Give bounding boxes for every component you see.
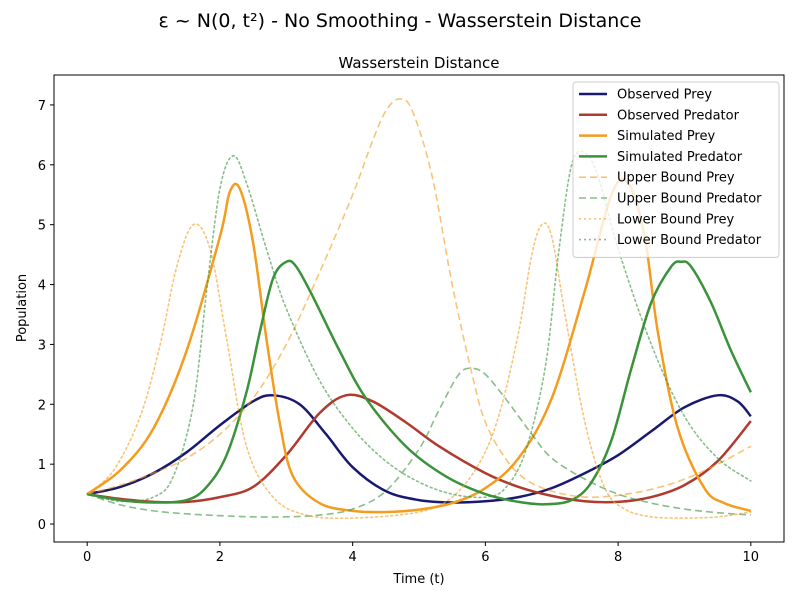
plot-lines — [86, 98, 752, 520]
y-tick-label: 3 — [38, 338, 46, 353]
y-tick-label: 6 — [38, 159, 46, 174]
y-tick-label: 5 — [38, 219, 46, 234]
y-tick-label: 2 — [38, 398, 46, 413]
legend-label: Observed Prey — [617, 88, 712, 103]
figure-suptitle: ε ~ N(0, t²) - No Smoothing - Wasserstei… — [158, 10, 642, 32]
legend-label: Observed Predator — [617, 108, 740, 123]
series-line-observed-prey — [86, 393, 752, 504]
legend-label: Upper Bound Predator — [617, 192, 762, 207]
y-tick-label: 1 — [38, 458, 46, 473]
series-line-lower-bound-prey — [86, 222, 752, 520]
chart-title: Wasserstein Distance — [338, 54, 499, 72]
x-axis-label: Time (t) — [392, 572, 444, 587]
x-tick-label: 10 — [743, 550, 760, 565]
x-tick-label: 4 — [348, 550, 356, 565]
series-line-lower-bound-predator — [86, 150, 752, 503]
x-tick-label: 8 — [614, 550, 622, 565]
y-tick-label: 0 — [38, 518, 46, 533]
y-axis: 0 1 2 3 4 5 6 7 — [38, 99, 54, 533]
legend-label: Simulated Prey — [617, 129, 715, 144]
legend-box — [572, 81, 780, 258]
legend-label: Simulated Predator — [617, 150, 743, 165]
y-tick-label: 7 — [38, 99, 46, 114]
x-tick-label: 6 — [481, 550, 489, 565]
y-tick-label: 4 — [38, 279, 46, 294]
legend-label: Lower Bound Predator — [617, 233, 762, 248]
x-tick-label: 0 — [83, 550, 91, 565]
y-axis-label: Population — [15, 274, 30, 342]
axes-frame — [53, 74, 785, 543]
legend-label: Lower Bound Prey — [617, 212, 734, 227]
x-axis: 0 2 4 6 8 10 — [83, 542, 759, 565]
x-tick-label: 2 — [216, 550, 224, 565]
chart-legend: Observed Prey Observed Predator Simulated … — [572, 81, 780, 258]
series-line-observed-predator — [87, 393, 752, 504]
series-line-simulated-prey — [86, 177, 752, 514]
legend-label: Upper Bound Prey — [617, 171, 735, 186]
series-line-upper-bound-predator — [86, 367, 751, 518]
series-line-simulated-predator — [86, 259, 752, 506]
